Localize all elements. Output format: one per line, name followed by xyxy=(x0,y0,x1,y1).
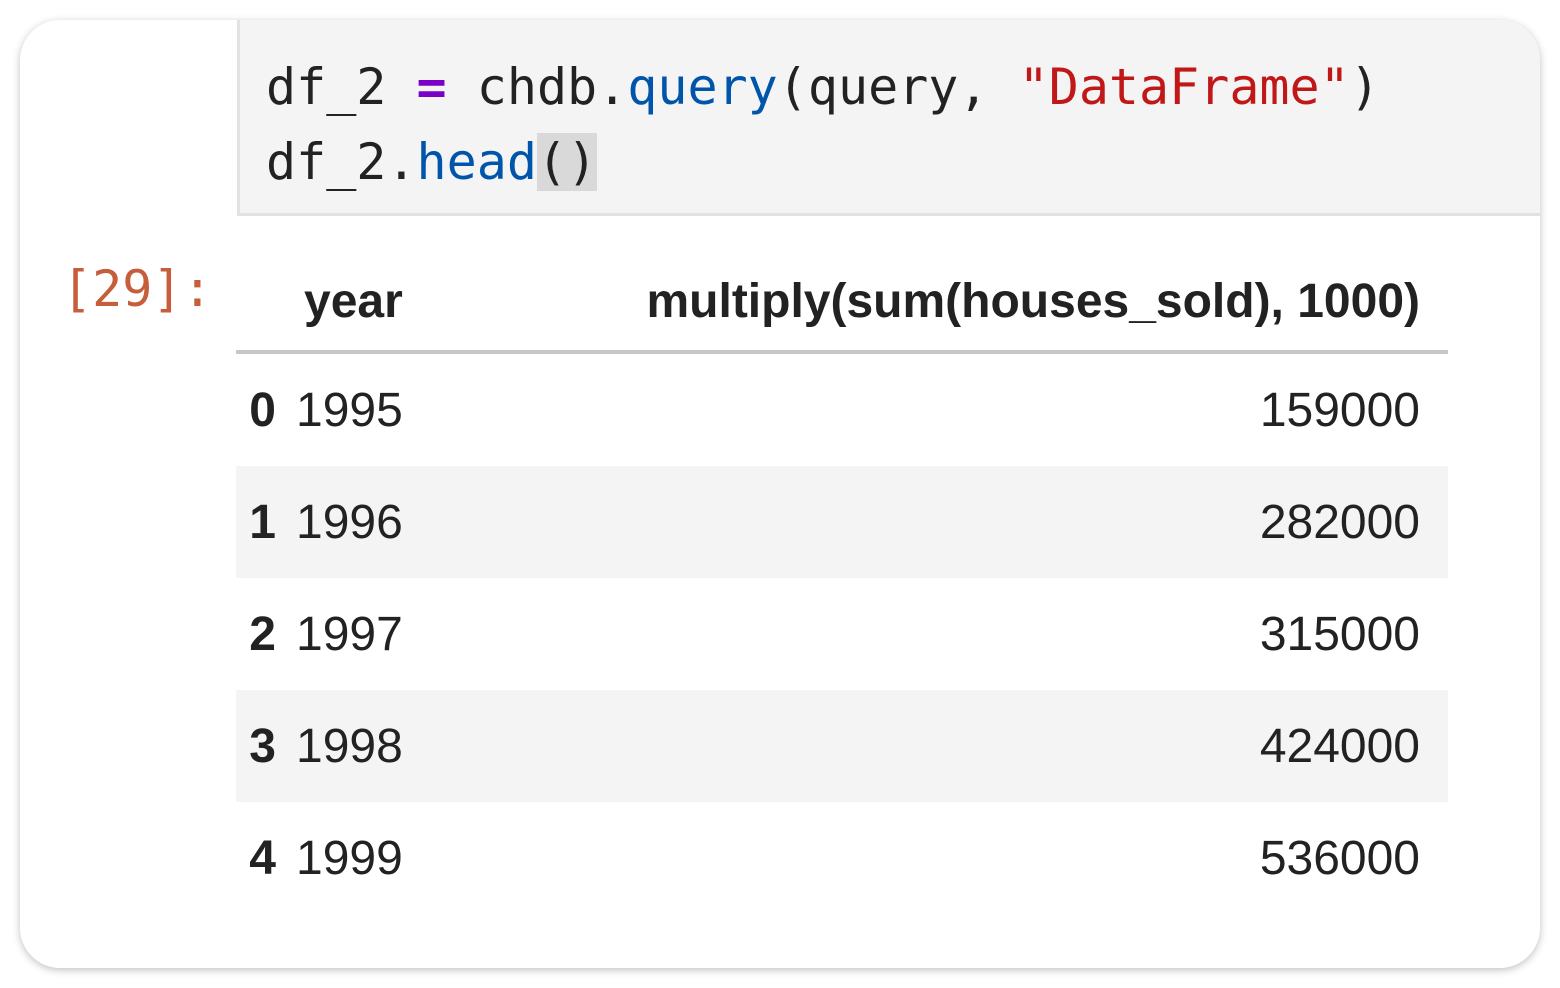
cell-value: 315000 xyxy=(1259,607,1420,661)
code-var: df_2. xyxy=(266,133,417,191)
table-header-row: year multiply(sum(houses_sold), 1000) xyxy=(236,252,1448,354)
row-index: 2 xyxy=(249,607,276,661)
execution-count: [29]: xyxy=(62,260,213,318)
table-row: 2 1997 315000 xyxy=(236,578,1448,690)
column-header-value: multiply(sum(houses_sold), 1000) xyxy=(430,252,1448,354)
code-var: df_2 xyxy=(266,58,387,116)
cell-year: 1996 xyxy=(296,495,403,549)
code-obj: chdb. xyxy=(476,58,628,116)
code-function: head xyxy=(416,133,537,191)
cell-value: 159000 xyxy=(1259,383,1420,437)
dataframe-output: year multiply(sum(houses_sold), 1000) 0 … xyxy=(236,252,1448,914)
row-index: 0 xyxy=(249,383,276,437)
code-string: "DataFrame" xyxy=(1018,58,1350,116)
cell-year: 1995 xyxy=(296,383,403,437)
cell-year: 1999 xyxy=(296,831,403,885)
notebook-cell: df_2 = chdb.query(query, "DataFrame") df… xyxy=(20,20,1540,968)
row-index: 4 xyxy=(249,831,276,885)
code-args: (query, xyxy=(777,58,1019,116)
cell-value: 424000 xyxy=(1259,719,1420,773)
code-text[interactable]: df_2 = chdb.query(query, "DataFrame") df… xyxy=(266,50,1380,200)
code-parens: () xyxy=(536,133,598,191)
column-header-year: year xyxy=(296,252,431,354)
code-operator: = xyxy=(416,58,447,116)
column-header-index xyxy=(236,252,296,354)
row-index: 3 xyxy=(249,719,276,773)
cell-value: 536000 xyxy=(1259,831,1420,885)
code-function: query xyxy=(627,58,778,116)
cell-year: 1997 xyxy=(296,607,403,661)
table-row: 4 1999 536000 xyxy=(236,802,1448,914)
row-index: 1 xyxy=(249,495,276,549)
table-row: 1 1996 282000 xyxy=(236,466,1448,578)
table-row: 3 1998 424000 xyxy=(236,690,1448,802)
code-close: ) xyxy=(1349,58,1380,116)
table-row: 0 1995 159000 xyxy=(236,352,1448,466)
cell-value: 282000 xyxy=(1259,495,1420,549)
code-input-area[interactable]: df_2 = chdb.query(query, "DataFrame") df… xyxy=(237,20,1540,216)
cell-year: 1998 xyxy=(296,719,403,773)
